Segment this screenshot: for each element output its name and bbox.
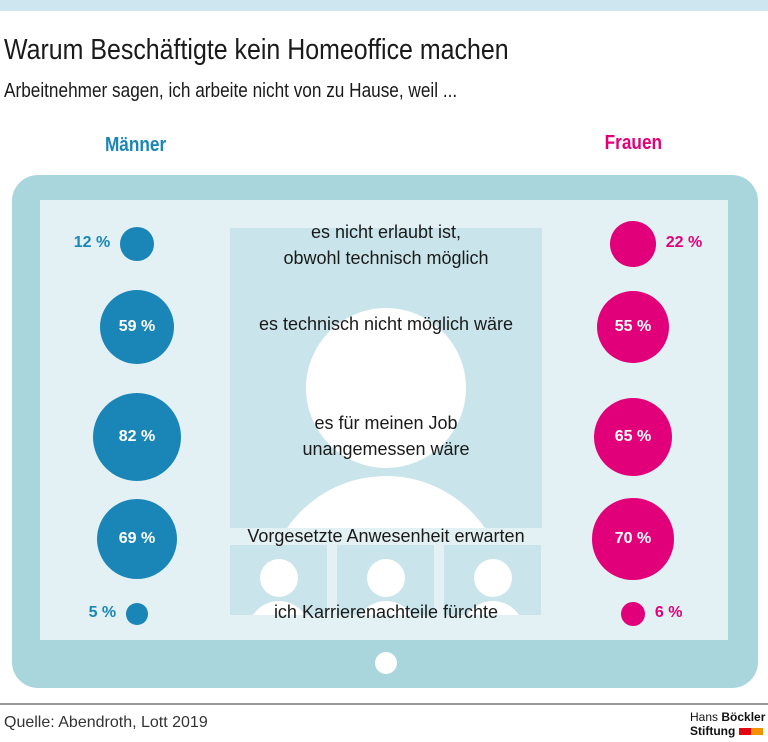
legend-women: Frauen (604, 132, 663, 154)
men-bubble: 69 % (96, 498, 178, 580)
category-label: es nicht erlaubt ist, (310, 222, 462, 242)
legend-men: Männer (104, 134, 167, 156)
category-label: obwohl technisch möglich (283, 248, 489, 268)
women-bubble: 70 % (592, 498, 674, 580)
chart-title: Warum Beschäftigte kein Homeoffice mache… (4, 34, 509, 66)
data-label: 5 % (88, 604, 117, 621)
person-head-icon (367, 559, 405, 597)
data-label: 82 % (118, 428, 156, 445)
category-label: Vorgesetzte Anwesenheit erwarten (247, 526, 525, 546)
data-label: 59 % (118, 317, 156, 335)
video-call-tile (337, 545, 434, 615)
chart-subtitle: Arbeitnehmer sagen, ich arbeite nicht vo… (4, 80, 458, 102)
women-bubble: 65 % (593, 397, 673, 477)
data-label: 6 % (654, 604, 683, 621)
data-label: 55 % (614, 317, 652, 335)
category-label: unangemessen wäre (302, 439, 470, 459)
divider (0, 703, 768, 705)
person-head-icon (260, 559, 298, 597)
video-call-tile (230, 545, 327, 615)
logo: Hans Böckler Stiftung (690, 710, 766, 738)
video-call-main-tile (230, 228, 542, 528)
data-label: 69 % (118, 529, 156, 547)
person-body-icon (266, 476, 506, 528)
source-note: Quelle: Abendroth, Lott 2019 (4, 714, 208, 731)
men-bubble (126, 603, 148, 625)
video-call-tile (444, 545, 541, 615)
person-body-icon (248, 601, 310, 615)
men-bubble: 82 % (93, 393, 181, 481)
men-bubble: 59 % (99, 289, 175, 365)
home-button-icon (375, 652, 397, 674)
category-label: es für meinen Job (314, 413, 458, 433)
person-body-icon (355, 601, 417, 615)
data-label: 70 % (614, 529, 652, 547)
person-body-icon (462, 601, 524, 615)
data-label: 12 % (73, 234, 111, 251)
category-label: ich Karrierenachteile fürchte (273, 602, 499, 622)
men-bubble (120, 227, 154, 261)
women-bubble: 55 % (596, 290, 670, 364)
person-head-icon (306, 308, 466, 468)
data-label: 22 % (665, 234, 703, 251)
women-bubble (610, 221, 656, 267)
data-label: 65 % (614, 427, 652, 445)
top-bar (0, 0, 768, 11)
women-bubble (621, 602, 645, 626)
category-label: es technisch nicht möglich wäre (258, 314, 514, 334)
person-head-icon (474, 559, 512, 597)
